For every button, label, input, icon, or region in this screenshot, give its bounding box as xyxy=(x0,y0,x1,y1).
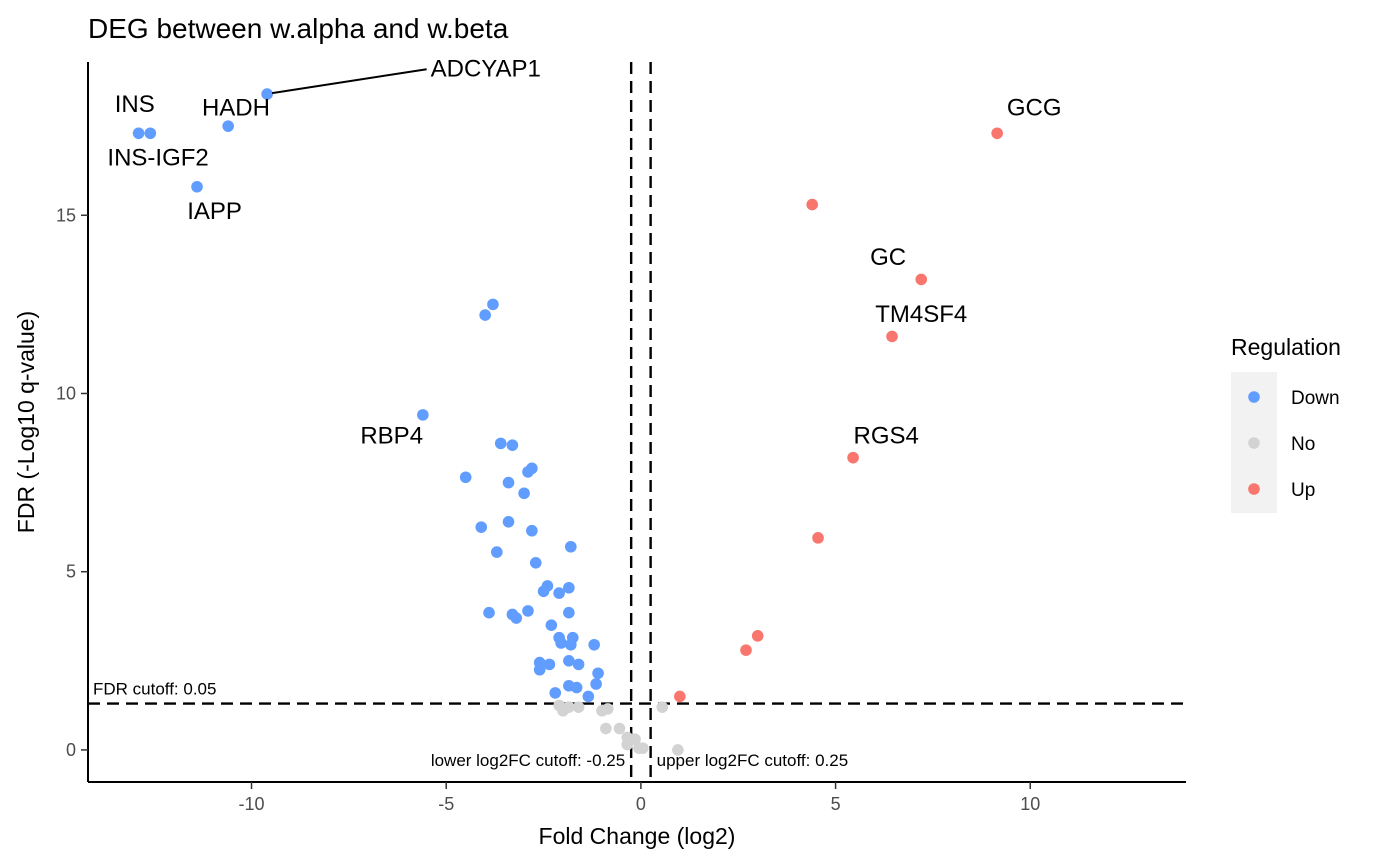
legend-key-up xyxy=(1248,483,1260,495)
fdr-cutoff-label: FDR cutoff: 0.05 xyxy=(93,680,216,699)
data-point-down xyxy=(506,439,519,451)
data-point-down xyxy=(545,619,558,631)
data-point-up xyxy=(812,532,824,544)
gene-label: IAPP xyxy=(187,198,242,225)
data-point-down xyxy=(555,637,567,649)
data-point-down xyxy=(588,638,600,651)
data-point-up xyxy=(915,273,928,286)
data-point-down xyxy=(491,546,503,558)
upper-log2fc-cutoff-label: upper log2FC cutoff: 0.25 xyxy=(657,751,849,770)
data-point-down xyxy=(502,516,515,528)
data-point-down xyxy=(553,587,565,599)
gene-label: GCG xyxy=(1007,94,1062,121)
data-point-down xyxy=(518,487,530,500)
data-point-up xyxy=(886,330,898,343)
y-tick-label: 10 xyxy=(56,383,76,403)
data-point-down xyxy=(533,663,546,676)
data-point-no xyxy=(600,722,612,735)
data-point-down xyxy=(487,298,499,311)
gene-label: INS xyxy=(115,91,155,118)
data-point-down xyxy=(537,585,550,598)
data-point-down xyxy=(522,605,534,617)
gene-label: RGS4 xyxy=(854,422,919,449)
legend-key-no xyxy=(1248,437,1260,449)
data-point-no xyxy=(601,703,614,715)
data-point-no xyxy=(672,744,684,756)
gene-label: ADCYAP1 xyxy=(431,55,541,82)
data-point-up xyxy=(847,451,859,464)
data-point-down xyxy=(565,638,577,651)
data-point-down xyxy=(572,658,585,671)
gene-label: HADH xyxy=(202,94,270,121)
label-leader-line xyxy=(271,68,427,95)
series-down xyxy=(132,88,604,703)
y-tick-label: 0 xyxy=(66,740,76,760)
y-axis-title: FDR (-Log10 q-value) xyxy=(13,311,39,533)
data-point-down xyxy=(144,127,157,140)
data-point-down xyxy=(529,556,542,569)
x-tick-label: 0 xyxy=(636,794,646,814)
data-point-up xyxy=(740,644,752,656)
legend-label: No xyxy=(1291,434,1315,455)
data-point-down xyxy=(563,606,575,619)
data-point-down xyxy=(510,612,523,624)
series-no xyxy=(553,699,684,756)
data-point-down xyxy=(522,466,534,478)
x-tick-label: 5 xyxy=(831,794,841,814)
data-point-down xyxy=(261,88,273,100)
data-point-down xyxy=(592,667,604,680)
data-point-up xyxy=(751,630,764,642)
chart-title: DEG between w.alpha and w.beta xyxy=(88,13,509,44)
data-point-down xyxy=(543,658,556,671)
data-point-down xyxy=(526,524,538,537)
data-point-down xyxy=(475,521,488,533)
gene-label: GC xyxy=(870,244,906,271)
y-tick-label: 15 xyxy=(56,205,76,225)
x-tick-label: 10 xyxy=(1020,794,1040,814)
data-point-down xyxy=(502,476,515,489)
data-point-down xyxy=(549,687,562,699)
data-point-no xyxy=(572,701,585,713)
lower-log2fc-cutoff-label: lower log2FC cutoff: -0.25 xyxy=(431,751,625,770)
data-point-no xyxy=(613,722,626,735)
legend-label: Down xyxy=(1291,388,1340,409)
legend-label: Up xyxy=(1291,480,1315,501)
data-point-no xyxy=(637,742,649,754)
data-point-down xyxy=(132,127,145,140)
legend: Regulation Down No Up xyxy=(1231,334,1341,513)
series-up xyxy=(674,127,1003,703)
data-point-down xyxy=(570,681,583,694)
data-point-down xyxy=(479,309,491,321)
x-tick-label: -10 xyxy=(239,794,265,814)
data-point-down xyxy=(417,409,429,421)
data-point-no xyxy=(621,738,634,751)
data-point-up xyxy=(674,690,686,703)
data-point-down xyxy=(494,437,507,450)
data-point-down xyxy=(483,606,495,619)
plot-area: -10 -5 0 5 10 0 5 10 15 FDR cutoff: 0.05 lower log… xyxy=(56,55,1186,814)
gene-label: INS-IGF2 xyxy=(107,144,208,171)
legend-title: Regulation xyxy=(1231,334,1341,360)
data-point-up xyxy=(991,127,1003,140)
data-point-up xyxy=(806,198,819,211)
data-point-down xyxy=(563,581,575,594)
data-point-no xyxy=(563,701,575,713)
gene-label: TM4SF4 xyxy=(875,301,967,328)
y-tick-label: 5 xyxy=(66,562,76,582)
data-point-down xyxy=(459,471,472,484)
data-point-no xyxy=(656,701,669,713)
data-point-down xyxy=(191,180,203,193)
data-point-down xyxy=(582,690,595,703)
legend-key-down xyxy=(1248,391,1260,403)
x-axis-title: Fold Change (log2) xyxy=(539,823,736,849)
x-tick-label: -5 xyxy=(438,794,454,814)
gene-label: RBP4 xyxy=(360,422,423,449)
data-point-down xyxy=(222,120,234,132)
data-point-down xyxy=(590,678,602,690)
data-point-down xyxy=(563,655,575,667)
data-point-down xyxy=(565,540,577,553)
